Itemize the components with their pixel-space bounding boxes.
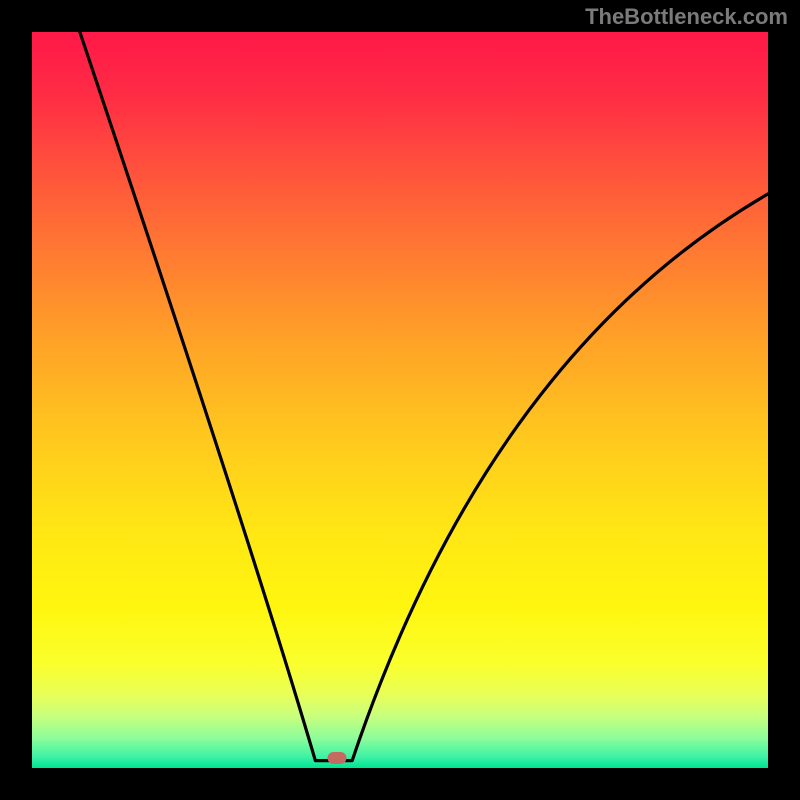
v-curve-path [80,32,768,761]
plot-area [32,32,768,768]
minimum-marker [328,752,347,764]
watermark-text: TheBottleneck.com [585,4,788,30]
curve-layer [32,32,768,768]
